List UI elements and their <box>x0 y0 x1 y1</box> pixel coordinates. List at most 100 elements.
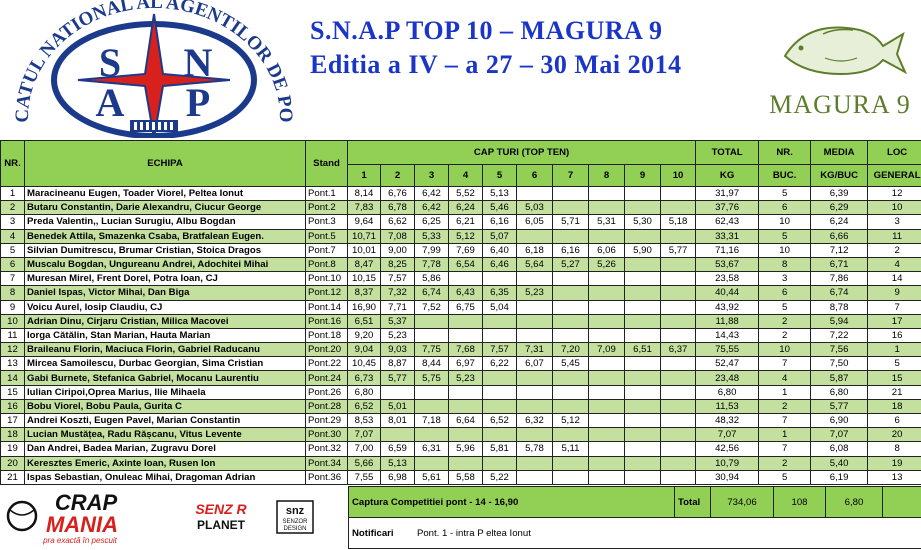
row-nr: 10 <box>0 313 25 329</box>
ball-icon <box>6 500 38 532</box>
row-cap-value <box>659 228 697 244</box>
row-cap-value <box>624 313 661 329</box>
table-row: 19 Dan Andrei, Badea Marian, Zugravu Dore… <box>0 441 921 457</box>
row-stand: Pont.5 <box>305 228 348 244</box>
row-cap-value <box>414 455 449 471</box>
row-cap-value: 5,30 <box>624 214 661 230</box>
row-media: 6,24 <box>810 214 869 230</box>
row-total: 30,94 <box>695 469 760 485</box>
seal-bars-icon <box>130 120 178 132</box>
row-cap-value <box>624 455 661 471</box>
notificari-row: Notificari Pont. 1 - intra P eltea Ionut <box>348 517 921 549</box>
row-loc: 9 <box>867 285 921 301</box>
row-cap-value <box>516 469 553 485</box>
row-buc: 7 <box>758 441 812 457</box>
row-cap-value <box>659 200 697 216</box>
row-cap-value <box>624 469 661 485</box>
row-total: 11,53 <box>695 398 760 415</box>
seal-letter-s: S <box>99 40 121 85</box>
row-cap-value: 5,77 <box>380 370 415 386</box>
table-row: 21 Ispas Sebastian, Onuleac Mihai, Dragom… <box>0 469 921 485</box>
row-cap-value <box>552 469 589 485</box>
row-cap-value: 5,90 <box>624 242 661 258</box>
row-total: 53,67 <box>695 256 760 273</box>
row-loc: 5 <box>867 356 921 372</box>
row-cap-value: 6,05 <box>516 214 553 230</box>
row-nr: 2 <box>0 200 25 216</box>
row-cap-value: 7,57 <box>380 271 415 287</box>
row-cap-value: 6,98 <box>380 469 415 485</box>
snz-line3: DESIGN <box>283 526 306 532</box>
row-cap-value <box>588 398 625 415</box>
row-nr: 5 <box>0 242 25 258</box>
cap-number: 8 <box>588 164 625 187</box>
row-cap-value: 5,12 <box>552 412 589 429</box>
row-team: Iorga Cătălin, Stan Marian, Hauta Marian <box>24 327 306 344</box>
table-subheader-row: 1 2 3 4 5 6 7 8 9 10 KG BUC. KG/BUC GENE… <box>1 164 921 187</box>
seal-letter-p: P <box>186 80 210 125</box>
row-cap-value: 5,66 <box>347 455 381 471</box>
row-cap-value <box>552 398 589 415</box>
total-label: Total <box>674 486 711 518</box>
table-row: 18 Lucian Mustățea, Radu Rășcanu, Vitus L… <box>0 427 921 443</box>
row-cap-value <box>482 313 517 329</box>
row-cap-value <box>588 285 625 301</box>
cap-number: 1 <box>347 164 381 187</box>
row-stand: Pont.28 <box>305 398 348 415</box>
row-cap-value <box>380 427 415 443</box>
page-subtitle: Editia a IV – a 27 – 30 Mai 2014 <box>310 50 682 79</box>
row-cap-value <box>588 412 625 429</box>
row-loc: 12 <box>867 185 921 202</box>
cap-number: 6 <box>516 164 553 187</box>
table-row: 2 Butaru Constantin, Darie Alexandru, Ciu… <box>0 200 921 216</box>
row-nr: 21 <box>0 469 25 485</box>
snz-design-logo: snz SENZOR DESIGN <box>276 500 314 534</box>
row-cap-value <box>588 185 625 202</box>
col-header-media: MEDIA <box>810 140 869 165</box>
row-cap-value <box>552 327 589 344</box>
row-media: 6,39 <box>810 185 869 202</box>
row-cap-value: 10,71 <box>347 228 381 244</box>
row-buc: 5 <box>758 228 812 244</box>
table-row: 6 Muscalu Bogdan, Ungureanu Andrei, Adoch… <box>0 256 921 273</box>
row-cap-value <box>588 370 625 386</box>
row-cap-value: 9,04 <box>347 342 381 358</box>
row-cap-value <box>624 271 661 287</box>
row-cap-value <box>659 441 697 457</box>
row-loc: 15 <box>867 370 921 386</box>
snz-line1: snz <box>286 505 305 517</box>
col-header-nr: NR. <box>0 140 25 187</box>
row-cap-value: 5,31 <box>588 214 625 230</box>
row-stand: Pont.8 <box>305 256 348 273</box>
row-cap-value <box>588 200 625 216</box>
row-cap-value: 5,04 <box>482 299 517 315</box>
row-cap-value: 7,09 <box>588 342 625 358</box>
row-buc: 6 <box>758 200 812 216</box>
row-team: Bobu Viorel, Bobu Paula, Gurita C <box>24 398 306 415</box>
row-loc: 10 <box>867 200 921 216</box>
row-loc: 13 <box>867 469 921 485</box>
row-cap-value: 5,33 <box>414 228 449 244</box>
row-cap-value <box>516 185 553 202</box>
row-stand: Pont.34 <box>305 455 348 471</box>
row-cap-value <box>414 327 449 344</box>
notificari-label: Notificari <box>352 527 394 539</box>
row-cap-value <box>552 200 589 216</box>
col-header-cap-turi: CAP TURI (TOP TEN) <box>346 140 697 165</box>
row-cap-value: 7,52 <box>414 299 449 315</box>
row-team: Mircea Samoilescu, Durbac Georgian, Sima… <box>24 356 306 372</box>
row-cap-value <box>482 455 517 471</box>
summary-table: Captura Competitiei pont - 14 - 16,90 To… <box>348 486 921 549</box>
row-cap-value: 6,22 <box>482 356 517 372</box>
col-header-loc: LOC <box>867 140 921 165</box>
row-buc: 10 <box>758 342 812 358</box>
row-media: 6,66 <box>810 228 869 244</box>
row-total: 52,47 <box>695 356 760 372</box>
row-loc: 8 <box>867 441 921 457</box>
row-cap-value <box>414 384 449 400</box>
row-cap-value: 8,44 <box>414 356 449 372</box>
row-cap-value: 7,69 <box>448 242 483 258</box>
row-nr: 13 <box>0 356 25 372</box>
row-cap-value: 7,07 <box>347 427 381 443</box>
row-cap-value: 6,25 <box>414 214 449 230</box>
